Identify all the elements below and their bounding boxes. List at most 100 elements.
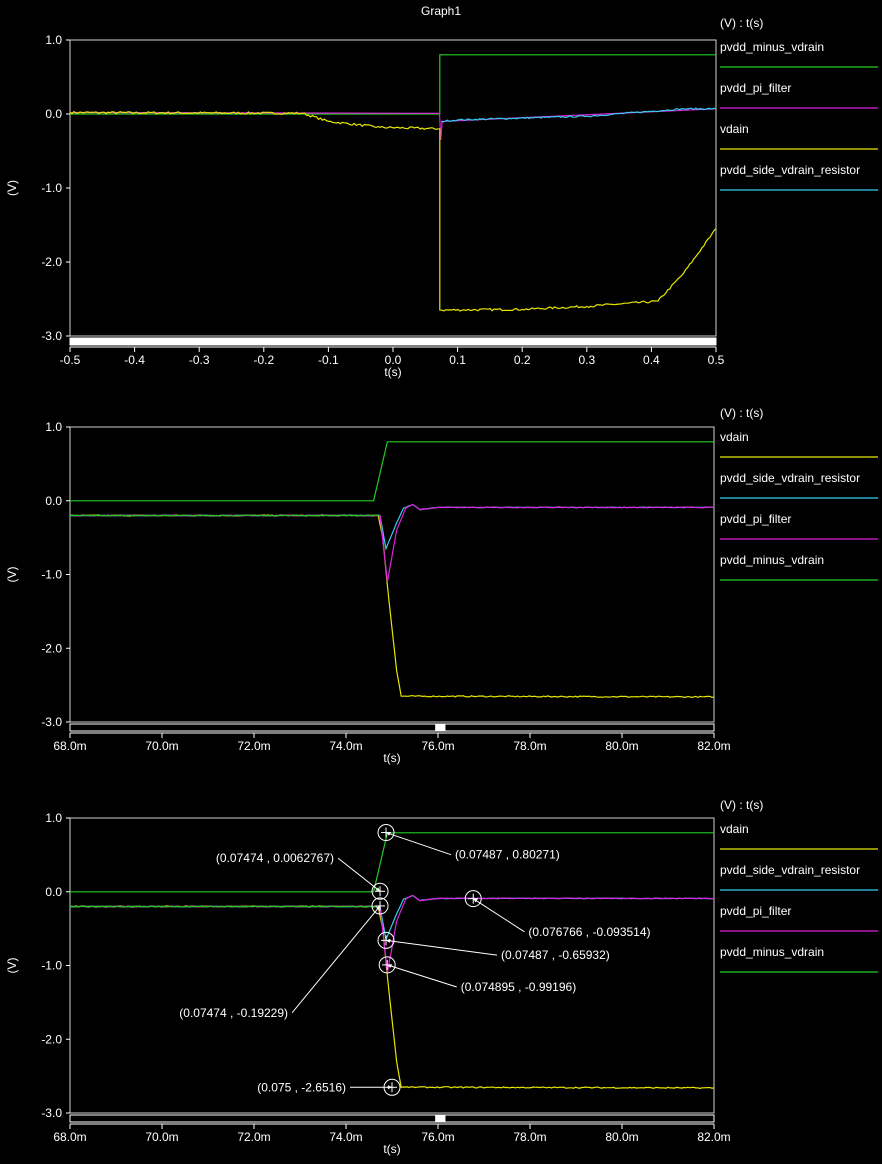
y-tick-label: -1.0 <box>41 959 62 973</box>
x-tick-label: 78.0m <box>513 1130 546 1144</box>
legend-label-pvdd_minus_vdrain: pvdd_minus_vdrain <box>720 40 824 54</box>
legend-label-vdain: vdain <box>720 430 749 444</box>
series-line-vdain <box>69 514 715 699</box>
cursor-marker[interactable] <box>377 931 395 949</box>
annotation-label: (0.07487 , 0.80271) <box>455 848 560 862</box>
annotation-arrowhead <box>375 905 381 911</box>
annotation-label: (0.075 , -2.6516) <box>257 1080 346 1094</box>
x-axis-label: t(s) <box>383 751 400 765</box>
y-tick-label: -3.0 <box>41 1106 62 1120</box>
x-tick-label: 74.0m <box>329 1130 362 1144</box>
y-tick-label: -1.0 <box>41 181 62 195</box>
y-axis-label: (V) <box>5 958 19 974</box>
legend-label-pvdd_pi_filter: pvdd_pi_filter <box>720 512 791 526</box>
annotation-leader <box>385 939 498 956</box>
chart-3: 1.0 0.0 -1.0 -2.0 -3.0 (V) 68.0m 70.0m 72.0m 74.0… <box>5 798 878 1156</box>
x-tick-label: 70.0m <box>145 739 178 753</box>
x-tick-label: 68.0m <box>53 1130 86 1144</box>
series-line <box>70 905 380 908</box>
x-tick-label: 0.5 <box>708 353 725 367</box>
x-tick-label: 0.3 <box>578 353 595 367</box>
x-tick-label: 0.0 <box>385 353 402 367</box>
cursor-marker[interactable] <box>464 890 482 908</box>
annotation-arrowhead <box>386 938 391 943</box>
legend-title: (V) : t(s) <box>720 16 763 30</box>
legend-label-pvdd_pi_filter: pvdd_pi_filter <box>720 81 791 95</box>
annotation-leader <box>472 898 525 933</box>
series-line-vdain <box>69 110 717 312</box>
plot-frame <box>69 39 717 337</box>
legend-title: (V) : t(s) <box>720 406 763 420</box>
y-tick-label: -2.0 <box>41 255 62 269</box>
x-axis-label: t(s) <box>384 365 401 379</box>
legend-label-pvdd_side_vdrain_resistor: pvdd_side_vdrain_resistor <box>720 471 860 485</box>
chart-1: 1.0 0.0 -1.0 -2.0 -3.0 (V) -0.5 -0.4 -0.3 -0.2 -0.… <box>5 16 878 379</box>
plot-frame <box>69 817 715 1114</box>
annotation-label: (0.074895 , -0.99196) <box>461 980 576 994</box>
y-tick-label: -3.0 <box>41 329 62 343</box>
scrollbar-thumb[interactable] <box>435 1115 446 1122</box>
annotation-arrowhead <box>387 964 392 969</box>
legend-label-vdain: vdain <box>720 822 749 836</box>
annotation-label: (0.076766 , -0.093514) <box>528 925 650 939</box>
annotation-label: (0.07474 , -0.19229) <box>179 1006 288 1020</box>
x-tick-label: 0.2 <box>514 353 531 367</box>
legend-title: (V) : t(s) <box>720 798 763 812</box>
x-tick-label: 82.0m <box>697 1130 730 1144</box>
x-tick-label: -0.3 <box>189 353 210 367</box>
y-tick-label: -3.0 <box>41 715 62 729</box>
y-tick-label: 0.0 <box>45 107 62 121</box>
x-tick-label: 68.0m <box>53 739 86 753</box>
x-tick-label: 0.1 <box>449 353 466 367</box>
cursor-marker[interactable] <box>371 882 389 900</box>
annotation-arrowhead <box>473 898 478 903</box>
y-axis-label: (V) <box>5 180 19 196</box>
series-line-pvdd_side_vdrain_resistor <box>440 107 717 123</box>
x-tick-label: 80.0m <box>605 1130 638 1144</box>
legend-label-pvdd_minus_vdrain: pvdd_minus_vdrain <box>720 553 824 567</box>
annotation-label: (0.07474 , 0.0062767) <box>216 851 334 865</box>
annotation-arrowhead <box>388 1085 392 1090</box>
x-tick-label: 0.4 <box>643 353 660 367</box>
y-tick-label: 0.0 <box>45 494 62 508</box>
annotation-arrowhead <box>375 887 381 892</box>
x-axis-label: t(s) <box>383 1142 400 1156</box>
scrollbar-thumb[interactable] <box>435 724 446 731</box>
x-tick-label: 78.0m <box>513 739 546 753</box>
x-tick-label: 82.0m <box>697 739 730 753</box>
x-tick-label: -0.2 <box>253 353 274 367</box>
x-tick-label: 80.0m <box>605 739 638 753</box>
annotation-leader <box>385 832 452 856</box>
annotation-leader <box>291 905 381 1014</box>
x-tick-label: 70.0m <box>145 1130 178 1144</box>
annotation-leader <box>387 964 457 988</box>
annotation-label: (0.07487 , -0.65932) <box>501 948 610 962</box>
series-line-pvdd_side_vdrain_resistor <box>69 503 715 551</box>
legend-label-vdain: vdain <box>720 122 749 136</box>
y-tick-label: 1.0 <box>45 33 62 47</box>
x-tick-label: 72.0m <box>237 739 270 753</box>
series-line-pvdd_minus_vdrain <box>70 832 714 893</box>
scrollbar-thumb[interactable] <box>70 338 716 345</box>
cursor-marker[interactable] <box>377 824 395 842</box>
y-axis-label: (V) <box>5 567 19 583</box>
y-tick-label: 1.0 <box>45 420 62 434</box>
horizontal-scrollbar[interactable] <box>69 723 715 732</box>
page-title: Graph1 <box>420 4 462 18</box>
legend-label-pvdd_side_vdrain_resistor: pvdd_side_vdrain_resistor <box>720 163 860 177</box>
cursor-marker[interactable] <box>371 897 389 915</box>
x-tick-label: 72.0m <box>237 1130 270 1144</box>
y-tick-label: 1.0 <box>45 811 62 825</box>
horizontal-scrollbar[interactable] <box>69 1114 715 1123</box>
plot-frame <box>69 426 715 723</box>
y-tick-label: 0.0 <box>45 885 62 899</box>
annotation-leader <box>337 857 381 892</box>
annotation-arrowhead <box>386 831 391 836</box>
legend-label-pvdd_side_vdrain_resistor: pvdd_side_vdrain_resistor <box>720 863 860 877</box>
cursor-marker[interactable] <box>378 956 396 974</box>
x-tick-label: 74.0m <box>329 739 362 753</box>
x-tick-label: -0.1 <box>318 353 339 367</box>
x-tick-label: -0.4 <box>124 353 145 367</box>
legend-label-pvdd_pi_filter: pvdd_pi_filter <box>720 904 791 918</box>
